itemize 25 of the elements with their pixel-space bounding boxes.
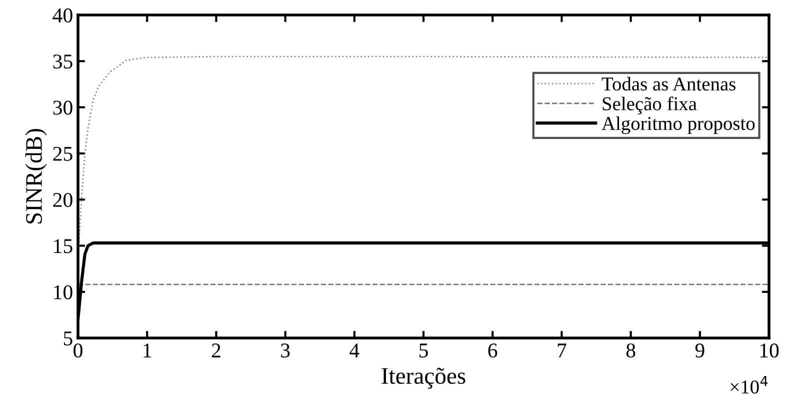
y-tick-label: 40 bbox=[52, 8, 72, 22]
y-tick-label: 25 bbox=[53, 146, 72, 161]
x-tick-label: 2 bbox=[212, 344, 220, 358]
y-axis-title: SINR(dB) bbox=[25, 129, 47, 224]
y-tick-label: 10 bbox=[54, 285, 72, 300]
text: ×10$^{4}$ bbox=[730, 376, 768, 394]
x-tick-label: 8 bbox=[626, 343, 636, 358]
legend-label: Seleção fixa bbox=[602, 96, 697, 114]
y-tick-label: 35 bbox=[53, 54, 72, 69]
legend-label: Algoritmo proposto bbox=[602, 116, 755, 134]
y-tick-label: 15 bbox=[54, 239, 72, 254]
x-tick-label: 6 bbox=[488, 344, 498, 358]
legend-label: Todas as Antenas bbox=[602, 76, 736, 91]
x-tick-label: 1 bbox=[144, 344, 152, 358]
x-tick-label: 9 bbox=[695, 344, 704, 358]
y-tick-label: 30 bbox=[53, 100, 72, 115]
x-tick-label: 7 bbox=[558, 344, 566, 358]
x-axis-title: Iterações bbox=[382, 368, 466, 389]
x-tick-label: 4 bbox=[350, 344, 360, 358]
x-tick-label: 3 bbox=[281, 344, 290, 358]
x-tick-label: 0 bbox=[74, 343, 82, 358]
x-tick-label: 5 bbox=[420, 344, 428, 358]
y-tick-label: 5 bbox=[64, 332, 72, 346]
y-tick-label: 20 bbox=[53, 192, 72, 208]
x-tick-label: 10 bbox=[760, 343, 779, 358]
